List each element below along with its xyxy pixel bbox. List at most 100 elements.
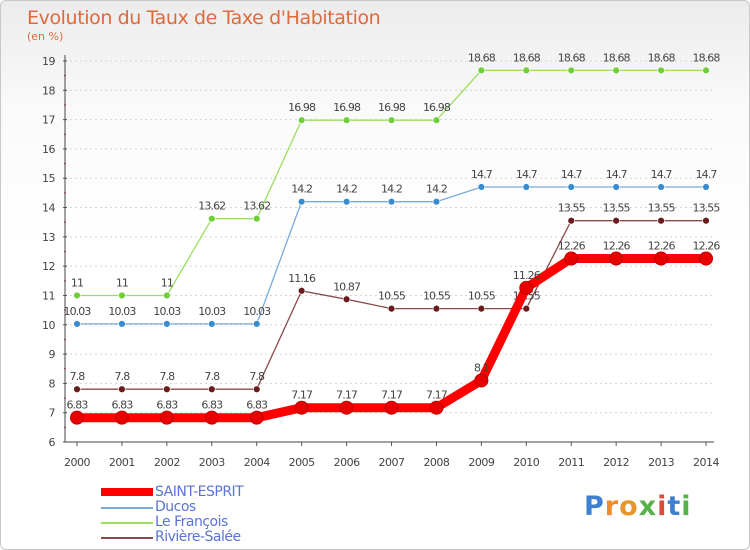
data-label-le-francois: 11 — [116, 276, 128, 289]
data-point-le-francois — [477, 66, 486, 75]
y-tick-label: 15 — [42, 172, 55, 185]
data-label-riviere-salee: 11.16 — [288, 272, 316, 285]
legend-label: Rivière-Salée — [155, 529, 241, 545]
data-label-saint-esprit: 6.83 — [156, 399, 178, 412]
data-point-ducos — [208, 320, 216, 328]
data-label-ducos: 14.7 — [696, 168, 718, 181]
data-point-riviere-salee — [522, 304, 530, 313]
y-tick-label: 18 — [42, 84, 55, 97]
data-label-ducos: 10.03 — [108, 305, 136, 318]
y-tick-label: 19 — [42, 55, 55, 68]
x-tick-label: 2000 — [64, 456, 90, 469]
data-label-saint-esprit: 12.26 — [693, 240, 721, 253]
data-point-le-francois — [342, 116, 351, 124]
data-label-le-francois: 16.98 — [288, 101, 316, 114]
data-point-le-francois — [567, 66, 575, 75]
data-point-saint-esprit — [429, 400, 444, 415]
data-point-riviere-salee — [612, 217, 620, 225]
x-tick-label: 2006 — [334, 456, 360, 469]
data-label-le-francois: 18.68 — [468, 51, 496, 64]
x-tick-label: 2007 — [379, 456, 405, 469]
data-label-le-francois: 16.98 — [333, 101, 361, 114]
y-tick-label: 8 — [49, 377, 56, 390]
data-label-saint-esprit: 7.17 — [291, 389, 313, 402]
data-point-saint-esprit — [114, 410, 129, 425]
data-label-ducos: 10.03 — [243, 305, 271, 318]
data-point-riviere-salee — [342, 295, 351, 303]
data-point-riviere-salee — [118, 385, 126, 393]
data-point-riviere-salee — [702, 217, 710, 225]
data-label-ducos: 14.7 — [651, 168, 673, 181]
data-label-le-francois: 11 — [161, 276, 173, 289]
legend-label: Le François — [155, 514, 228, 530]
data-point-le-francois — [253, 214, 261, 223]
logo-letter: t — [667, 491, 682, 522]
data-point-le-francois — [387, 116, 396, 124]
data-label-riviere-salee: 13.55 — [558, 202, 586, 215]
data-label-ducos: 14.7 — [606, 168, 628, 181]
y-tick-label: 14 — [42, 202, 55, 215]
data-point-ducos — [297, 197, 306, 206]
data-point-saint-esprit — [609, 251, 624, 266]
data-label-riviere-salee: 7.8 — [159, 370, 175, 383]
data-label-ducos: 14.7 — [471, 168, 493, 181]
data-label-ducos: 14.2 — [291, 183, 312, 196]
y-tick-label: 17 — [42, 114, 55, 127]
data-point-saint-esprit — [204, 410, 219, 425]
data-point-saint-esprit — [654, 251, 669, 266]
data-point-saint-esprit — [294, 400, 309, 415]
legend-swatch — [101, 537, 153, 539]
data-point-ducos — [118, 320, 126, 328]
data-label-riviere-salee: 10.55 — [378, 290, 406, 303]
data-point-le-francois — [432, 116, 441, 124]
data-label-saint-esprit: 7.17 — [336, 389, 358, 402]
data-point-le-francois — [73, 291, 81, 300]
logo-letter: x — [638, 491, 658, 522]
data-point-le-francois — [522, 66, 530, 75]
data-label-saint-esprit: 8.1 — [474, 361, 489, 374]
data-label-ducos: 10.03 — [198, 305, 226, 318]
data-label-riviere-salee: 7.8 — [204, 370, 220, 383]
data-point-riviere-salee — [432, 304, 441, 313]
data-point-riviere-salee — [163, 385, 171, 393]
data-label-le-francois: 18.68 — [648, 51, 676, 64]
data-point-ducos — [253, 320, 261, 328]
data-point-saint-esprit — [564, 251, 579, 266]
data-label-riviere-salee: 13.55 — [648, 202, 676, 215]
y-tick-label: 6 — [49, 436, 56, 449]
logo-letter: P — [584, 491, 605, 522]
legend-swatch — [101, 488, 153, 496]
data-point-riviere-salee — [297, 287, 306, 295]
data-point-le-francois — [702, 66, 710, 75]
data-point-saint-esprit — [384, 400, 399, 415]
data-label-saint-esprit: 6.83 — [201, 399, 223, 412]
data-label-le-francois: 11 — [71, 276, 83, 289]
data-point-ducos — [567, 183, 575, 191]
data-point-riviere-salee — [387, 304, 396, 313]
y-tick-label: 12 — [42, 260, 55, 273]
data-label-riviere-salee: 10.87 — [333, 280, 361, 293]
logo-letter: i — [657, 491, 668, 522]
data-point-ducos — [477, 183, 486, 191]
y-tick-label: 13 — [42, 231, 55, 244]
data-label-le-francois: 18.68 — [693, 51, 721, 64]
chart-title: Evolution du Taux de Taxe d'Habitation — [27, 7, 381, 29]
data-label-le-francois: 18.68 — [558, 51, 586, 64]
data-point-ducos — [612, 183, 620, 191]
data-point-ducos — [522, 183, 530, 191]
data-label-le-francois: 13.62 — [198, 200, 225, 213]
data-label-ducos: 14.7 — [516, 168, 538, 181]
data-point-ducos — [73, 320, 81, 328]
data-point-riviere-salee — [73, 385, 81, 393]
x-tick-label: 2012 — [603, 456, 629, 469]
data-label-ducos: 14.7 — [561, 168, 583, 181]
data-point-saint-esprit — [159, 410, 174, 425]
data-point-saint-esprit — [339, 400, 354, 415]
data-point-le-francois — [118, 291, 126, 300]
data-label-saint-esprit: 11.26 — [513, 269, 541, 282]
data-label-saint-esprit: 7.17 — [426, 389, 448, 402]
data-label-saint-esprit: 12.26 — [603, 240, 631, 253]
x-tick-label: 2001 — [109, 456, 135, 469]
